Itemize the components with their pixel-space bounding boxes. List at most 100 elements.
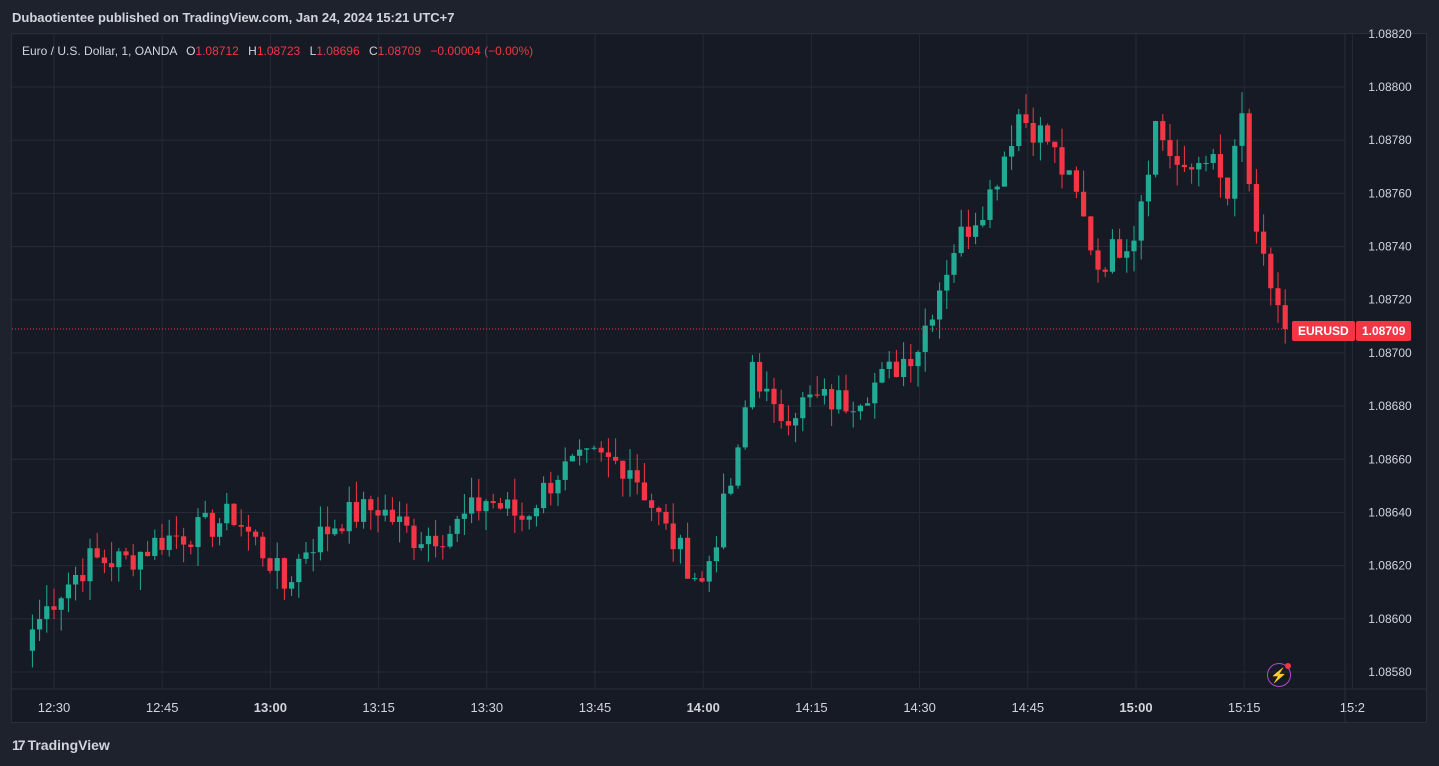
candle-body — [893, 361, 899, 377]
candle-body — [577, 449, 583, 456]
candle-body — [1045, 125, 1051, 142]
candle-body — [461, 513, 467, 519]
candle-body — [677, 537, 683, 550]
candle-body — [1023, 114, 1029, 123]
candle-body — [641, 482, 647, 501]
candle-body — [1102, 269, 1108, 272]
candle-body — [469, 497, 475, 514]
candle-body — [274, 558, 280, 571]
candle-body — [44, 606, 50, 620]
candle-body — [173, 535, 179, 537]
legend-open-label: O — [186, 44, 196, 58]
x-tick-label: 13:45 — [579, 700, 612, 715]
candle-body — [397, 516, 403, 522]
candle-body — [821, 388, 827, 396]
candle-body — [65, 584, 71, 599]
candle-body — [958, 226, 964, 254]
candle-body — [1160, 121, 1166, 141]
candle-body — [656, 507, 662, 512]
candle-body — [1189, 167, 1195, 170]
candle-body — [166, 535, 172, 550]
candle-body — [1052, 141, 1058, 148]
candle-body — [145, 551, 151, 557]
candle-body — [440, 546, 446, 548]
x-tick-label: 14:45 — [1012, 700, 1045, 715]
candle-body — [231, 503, 237, 526]
candle-body — [1124, 251, 1130, 258]
candle-body — [843, 390, 849, 412]
candle-body — [433, 535, 439, 547]
x-tick-label: 15:00 — [1119, 700, 1152, 715]
candle-body — [973, 225, 979, 237]
y-tick-label: 1.08600 — [1368, 612, 1412, 626]
candle-body — [454, 518, 460, 534]
candle-body — [735, 447, 741, 486]
chart-pane[interactable] — [11, 33, 1427, 723]
candle-body — [749, 361, 755, 408]
candle-body — [512, 499, 518, 516]
candle-body — [713, 547, 719, 562]
candle-body — [836, 390, 842, 410]
candle-body — [800, 397, 806, 419]
candle-body — [245, 526, 251, 532]
x-tick-label: 13:00 — [254, 700, 287, 715]
candle-body — [591, 447, 597, 449]
candle-body — [627, 470, 633, 479]
candle-body — [137, 551, 143, 570]
candle-body — [260, 536, 266, 559]
candle-body — [922, 325, 928, 352]
candle-body — [1275, 288, 1281, 306]
candle-body — [109, 563, 115, 568]
candle-body — [1109, 239, 1115, 272]
candle-body — [1196, 163, 1202, 170]
y-tick-label: 1.08720 — [1368, 293, 1412, 307]
candle-body — [1037, 125, 1043, 143]
candle-body — [987, 189, 993, 220]
candle-body — [188, 544, 194, 548]
candle-body — [1117, 239, 1123, 258]
candle-body — [526, 516, 532, 520]
candle-body — [706, 561, 712, 582]
candle-body — [764, 388, 770, 392]
candle-body — [1210, 154, 1216, 163]
y-tick-label: 1.08580 — [1368, 665, 1412, 679]
candle-body — [1088, 216, 1094, 251]
candle-body — [73, 575, 79, 585]
x-tick-label: 14:30 — [903, 700, 936, 715]
candle-body — [87, 548, 93, 582]
candle-body — [937, 290, 943, 320]
candle-body — [353, 502, 359, 522]
symbol-legend: Euro / U.S. Dollar, 1, OANDA O1.08712 H1… — [22, 44, 533, 58]
y-tick-label: 1.08680 — [1368, 399, 1412, 413]
candle-body — [346, 502, 352, 532]
candle-body — [281, 558, 287, 589]
candle-body — [1282, 305, 1288, 329]
x-tick-label: 12:30 — [38, 700, 71, 715]
candle-body — [1095, 250, 1101, 270]
lightning-icon[interactable]: ⚡ — [1267, 663, 1291, 687]
candle-body — [51, 606, 57, 610]
candle-body — [116, 551, 122, 568]
candle-body — [217, 523, 223, 537]
legend-symbol[interactable]: Euro / U.S. Dollar, 1, OANDA — [22, 44, 177, 58]
candle-body — [425, 535, 431, 545]
candle-body — [1001, 156, 1007, 187]
candle-body — [497, 503, 503, 509]
candle-body — [908, 358, 914, 367]
candle-body — [375, 510, 381, 516]
candle-body — [303, 552, 309, 559]
candle-body — [29, 629, 35, 651]
candle-body — [209, 512, 215, 537]
candle-body — [728, 485, 734, 494]
legend-high-label: H — [248, 44, 257, 58]
candle-body — [1030, 122, 1036, 143]
candle-body — [562, 461, 568, 480]
candle-body — [569, 455, 575, 462]
candle-body — [382, 509, 388, 516]
candle-body — [58, 598, 64, 610]
candle-body — [1081, 191, 1087, 217]
candle-body — [742, 407, 748, 448]
tradingview-logo[interactable]: 17 TradingView — [12, 737, 110, 753]
y-tick-label: 1.08700 — [1368, 346, 1412, 360]
